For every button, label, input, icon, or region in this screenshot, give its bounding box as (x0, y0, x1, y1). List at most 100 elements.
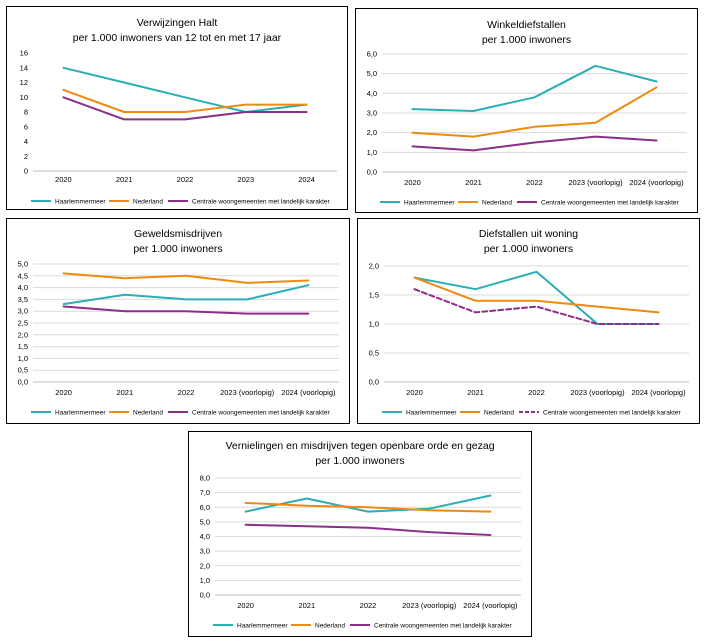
y-tick-label: 5,0 (18, 260, 28, 269)
y-tick-label: 1,0 (367, 148, 377, 157)
y-tick-label: 1,0 (369, 320, 379, 329)
y-tick-label: 3,5 (18, 295, 28, 304)
legend-label: Haarlemmermeer (406, 410, 457, 417)
x-tick-label: 2021 (116, 388, 133, 397)
legend-label: Centrale woongemeenten met landelijk kar… (374, 623, 512, 630)
y-tick-label: 0 (24, 167, 28, 176)
y-tick-label: 8,0 (200, 474, 210, 483)
y-tick-label: 2,0 (18, 330, 28, 339)
series-line-2 (411, 86, 658, 138)
chart-panel-diefstallen-uit-woning: Diefstallen uit woning per 1.000 inwoner… (357, 218, 700, 424)
x-tick-label: 2023 (voorlopig) (220, 388, 275, 397)
chart-panel-vernielingen: Vernielingen en misdrijven tegen openbar… (188, 431, 532, 637)
x-tick-label: 2020 (404, 178, 421, 187)
chart-panel-geweldsmisdrijven: Geweldsmisdrijven per 1.000 inwoners 0,0… (6, 218, 350, 424)
legend-label: Haarlemmermeer (55, 410, 106, 417)
y-tick-label: 5,0 (200, 517, 210, 526)
legend-label: Nederland (484, 410, 514, 417)
chart-title: Diefstallen uit woning (478, 228, 579, 240)
x-tick-label: 2023 (voorlopig) (568, 178, 623, 187)
y-tick-label: 2,0 (369, 262, 379, 271)
x-tick-label: 2024 (298, 175, 315, 184)
y-tick-label: 0,0 (367, 168, 377, 177)
chart-subtitle: per 1.000 inwoners (481, 34, 572, 46)
x-tick-label: 2020 (55, 388, 72, 397)
legend-label: Nederland (482, 200, 512, 207)
x-tick-label: 2021 (298, 601, 315, 610)
series-line-1 (244, 494, 492, 513)
y-tick-label: 2,0 (367, 128, 377, 137)
chart-title: Winkeldiefstallen (487, 19, 566, 31)
y-tick-label: 3,0 (18, 307, 28, 316)
legend-label: Centrale woongemeenten met landelijk kar… (543, 410, 681, 417)
x-tick-label: 2022 (526, 178, 543, 187)
y-tick-label: 8 (24, 108, 28, 117)
x-tick-label: 2021 (467, 388, 484, 397)
chart-title: Geweldsmisdrijven (133, 228, 223, 240)
y-tick-label: 3,0 (367, 109, 377, 118)
x-tick-label: 2021 (465, 178, 482, 187)
y-tick-label: 6,0 (367, 50, 377, 59)
chart-canvas: 0,0 0,5 1,0 1,5 2,0 2020 2021 2022 2023 (voorlop… (369, 262, 689, 417)
chart-subtitle: per 1.000 inwoners (133, 243, 223, 255)
chart-subtitle: per 1.000 inwoners (483, 243, 574, 255)
series-line-1 (62, 66, 308, 113)
chart-canvas: 0,0 1,0 2,0 3,0 4,0 5,0 6,0 7,0 8,0 2020 2021 2022 2… (200, 474, 521, 630)
x-tick-label: 2021 (116, 175, 133, 184)
x-tick-label: 2023 (voorlopig) (570, 388, 625, 397)
y-tick-label: 6 (24, 122, 28, 131)
y-tick-label: 4,0 (18, 283, 28, 292)
chart-canvas: 0,0 1,0 2,0 3,0 4,0 5,0 6,0 2020 2021 2022 2023 (v… (367, 50, 687, 207)
x-tick-label: 2020 (55, 175, 72, 184)
y-tick-label: 1,5 (18, 342, 28, 351)
legend-label: Nederland (133, 199, 163, 206)
legend-label: Haarlemmermeer (55, 199, 106, 206)
y-tick-label: 10 (20, 93, 28, 102)
y-tick-label: 4,0 (367, 89, 377, 98)
y-tick-label: 5,0 (367, 69, 377, 78)
chart-panel-winkeldiefstallen: Winkeldiefstallen per 1.000 inwoners 0,0… (355, 8, 698, 213)
chart-title: Verwijzingen Halt (136, 17, 218, 29)
legend-label: Haarlemmermeer (237, 623, 288, 630)
legend-label: Centrale woongemeenten met landelijk kar… (192, 410, 330, 417)
legend-label: Centrale woongemeenten met landelijk kar… (541, 200, 679, 207)
series-line-1 (413, 270, 660, 325)
series-line-3 (244, 523, 492, 536)
x-tick-label: 2023 (voorlopig) (402, 601, 457, 610)
x-tick-label: 2022 (177, 175, 194, 184)
y-tick-label: 4 (24, 137, 28, 146)
y-tick-label: 2 (24, 152, 28, 161)
y-tick-label: 7,0 (200, 488, 210, 497)
legend-label: Nederland (315, 623, 345, 630)
x-tick-label: 2022 (360, 601, 377, 610)
y-tick-label: 0,5 (369, 349, 379, 358)
series-line-2 (413, 276, 660, 314)
chart-subtitle: per 1.000 inwoners van 12 tot en met 17 … (72, 32, 282, 44)
series-line-3 (62, 96, 308, 121)
legend-label: Centrale woongemeenten met landelijk kar… (192, 199, 330, 206)
x-tick-label: 2024 (voorlopig) (463, 601, 518, 610)
chart-subtitle: per 1.000 inwoners (315, 455, 405, 467)
x-tick-label: 2023 (237, 175, 254, 184)
legend-label: Haarlemmermeer (404, 200, 455, 207)
series-line-3 (413, 288, 660, 325)
chart-title: Vernielingen en misdrijven tegen openbar… (225, 440, 495, 452)
series-line-3 (62, 305, 310, 315)
y-tick-label: 0,0 (200, 591, 210, 600)
y-tick-label: 14 (20, 63, 28, 72)
y-tick-label: 1,0 (18, 354, 28, 363)
series-line-2 (62, 272, 310, 284)
series-line-3 (411, 135, 658, 152)
y-tick-label: 6,0 (200, 503, 210, 512)
series-line-2 (62, 88, 308, 113)
x-tick-label: 2022 (528, 388, 545, 397)
y-tick-label: 1,5 (369, 291, 379, 300)
y-tick-label: 4,0 (200, 532, 210, 541)
x-tick-label: 2024 (voorlopig) (281, 388, 336, 397)
y-tick-label: 1,0 (200, 576, 210, 585)
x-tick-label: 2020 (406, 388, 423, 397)
legend-label: Nederland (133, 410, 163, 417)
x-tick-label: 2024 (voorlopig) (629, 178, 684, 187)
y-tick-label: 0,0 (369, 378, 379, 387)
chart-canvas: 0 2 4 6 8 10 12 14 16 2020 2021 2022 2023 2024 Haarlem… (20, 49, 337, 206)
